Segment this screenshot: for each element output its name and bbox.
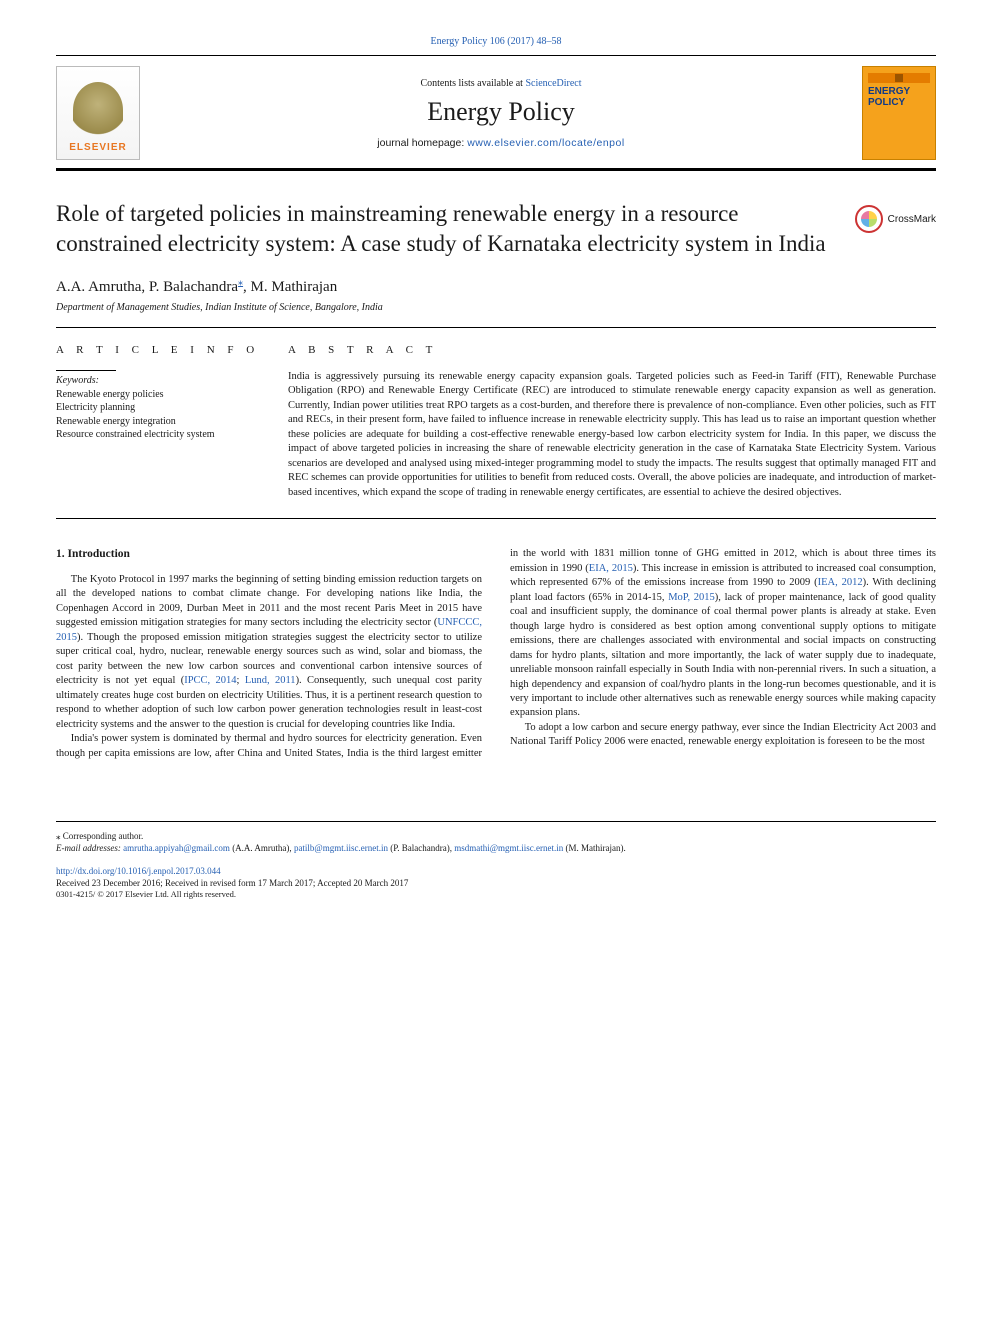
authors-line: A.A. Amrutha, P. Balachandra⁎, M. Mathir…: [56, 277, 936, 296]
article-info-head: A R T I C L E I N F O: [56, 344, 264, 356]
email-author: (A.A. Amrutha),: [230, 843, 294, 853]
keyword-item: Electricity planning: [56, 401, 264, 415]
contents-available: Contents lists available at ScienceDirec…: [140, 78, 862, 89]
body-paragraph: To adopt a low carbon and secure energy …: [510, 721, 936, 750]
contents-prefix: Contents lists available at: [420, 78, 525, 89]
body-two-column: 1. Introduction The Kyoto Protocol in 19…: [56, 547, 936, 761]
title-block: Role of targeted policies in mainstreami…: [56, 199, 936, 259]
info-abstract-row: A R T I C L E I N F O Keywords: Renewabl…: [56, 328, 936, 519]
journal-name: Energy Policy: [140, 97, 862, 127]
email-author: (M. Mathirajan).: [563, 843, 625, 853]
body-paragraph: The Kyoto Protocol in 1997 marks the beg…: [56, 573, 482, 732]
elsevier-logo: ELSEVIER: [56, 66, 140, 160]
homepage-prefix: journal homepage:: [377, 137, 467, 149]
corr-author-label: ⁎ Corresponding author.: [56, 830, 936, 842]
citation-link[interactable]: Energy Policy 106 (2017) 48–58: [431, 36, 562, 47]
email-author: (P. Balachandra),: [388, 843, 454, 853]
abstract-text: India is aggressively pursuing its renew…: [288, 370, 936, 500]
crossmark-label: CrossMark: [888, 214, 936, 225]
email-link[interactable]: patilb@mgmt.iisc.ernet.in: [294, 843, 388, 853]
doi-line: http://dx.doi.org/10.1016/j.enpol.2017.0…: [56, 865, 936, 877]
keywords-head: Keywords:: [56, 375, 264, 386]
homepage-link[interactable]: www.elsevier.com/locate/enpol: [467, 137, 625, 149]
header-center: Contents lists available at ScienceDirec…: [140, 78, 862, 149]
elsevier-tree-icon: [73, 82, 123, 138]
abstract-head: A B S T R A C T: [288, 344, 936, 356]
email-label: E-mail addresses:: [56, 843, 123, 853]
crossmark-badge[interactable]: CrossMark: [855, 205, 936, 233]
citation-line: Energy Policy 106 (2017) 48–58: [56, 36, 936, 47]
intro-heading: 1. Introduction: [56, 547, 482, 563]
article-title: Role of targeted policies in mainstreami…: [56, 199, 839, 259]
crossmark-icon: [855, 205, 883, 233]
keyword-item: Resource constrained electricity system: [56, 428, 264, 442]
abstract-col: A B S T R A C T India is aggressively pu…: [288, 344, 936, 500]
email-line: E-mail addresses: amrutha.appiyah@gmail.…: [56, 842, 936, 854]
keyword-item: Renewable energy integration: [56, 415, 264, 429]
journal-homepage: journal homepage: www.elsevier.com/locat…: [140, 137, 862, 149]
cover-cap-icon: [868, 73, 930, 83]
footer: ⁎ Corresponding author. E-mail addresses…: [56, 821, 936, 900]
publisher-name: ELSEVIER: [69, 142, 126, 153]
sciencedirect-link[interactable]: ScienceDirect: [525, 78, 581, 89]
intro-paragraphs: The Kyoto Protocol in 1997 marks the beg…: [56, 547, 936, 761]
authors-part1: A.A. Amrutha, P. Balachandra: [56, 279, 238, 295]
keyword-item: Renewable energy policies: [56, 388, 264, 402]
email-link[interactable]: amrutha.appiyah@gmail.com: [123, 843, 230, 853]
short-rule: [56, 370, 116, 371]
authors-part2: , M. Mathirajan: [243, 279, 337, 295]
cover-line2: POLICY: [868, 98, 930, 109]
cover-line1: ENERGY: [868, 87, 930, 98]
journal-header: ELSEVIER Contents lists available at Sci…: [56, 55, 936, 171]
email-link[interactable]: msdmathi@mgmt.iisc.ernet.in: [454, 843, 563, 853]
journal-cover-thumb: ENERGY POLICY: [862, 66, 936, 160]
keywords-list: Renewable energy policiesElectricity pla…: [56, 388, 264, 442]
affiliation: Department of Management Studies, Indian…: [56, 302, 936, 313]
received-line: Received 23 December 2016; Received in r…: [56, 877, 936, 889]
article-info-col: A R T I C L E I N F O Keywords: Renewabl…: [56, 344, 288, 500]
copyright-line: 0301-4215/ © 2017 Elsevier Ltd. All righ…: [56, 889, 936, 900]
doi-link[interactable]: http://dx.doi.org/10.1016/j.enpol.2017.0…: [56, 866, 221, 876]
